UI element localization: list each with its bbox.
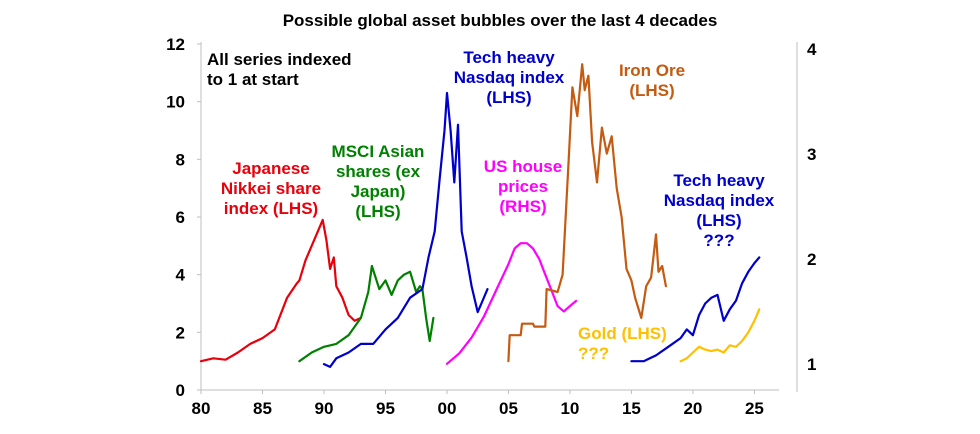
left-tick-label: 4	[176, 266, 186, 285]
series-line-4	[445, 242, 578, 365]
series-line-1	[199, 218, 362, 363]
annotation-line: (LHS)	[355, 202, 400, 221]
series-line-5	[507, 63, 668, 363]
annotation-line: (RHS)	[499, 197, 546, 216]
x-tick-label: 90	[315, 399, 334, 418]
series-line-3	[322, 91, 489, 368]
x-tick-label: 95	[376, 399, 395, 418]
left-tick-label: 12	[166, 35, 185, 54]
x-tick-label: 85	[253, 399, 272, 418]
annotation-line: Gold (LHS)	[578, 324, 667, 343]
annotation-line: Nasdaq index	[454, 68, 565, 87]
annotation-line: Nikkei share	[221, 179, 321, 198]
annotation-7: Tech heavy Nasdaq index (LHS)???	[664, 171, 775, 250]
left-tick-label: 2	[176, 323, 185, 342]
x-tick-label: 00	[437, 399, 456, 418]
annotation-8: Gold (LHS)???	[578, 324, 667, 363]
left-tick-label: 0	[176, 381, 185, 400]
right-tick-label: 3	[807, 145, 816, 164]
annotation-line: MSCI Asian	[332, 142, 425, 161]
left-tick-label: 6	[176, 208, 185, 227]
annotation-line: (LHS)	[486, 88, 531, 107]
annotation-3: MSCI Asian shares (ex Japan) (LHS)	[332, 142, 425, 221]
x-tick-label: 80	[192, 399, 211, 418]
annotation-line: ???	[578, 344, 609, 363]
annotation-6: Iron Ore (LHS)	[619, 61, 685, 100]
right-tick-label: 4	[807, 40, 817, 59]
x-tick-label: 20	[683, 399, 702, 418]
annotation-line: All series indexed	[207, 50, 352, 69]
annotation-line: (LHS)	[629, 81, 674, 100]
annotation-line: ???	[703, 231, 734, 250]
annotation-line: Nasdaq index	[664, 191, 775, 210]
annotation-line: to 1 at start	[207, 70, 299, 89]
annotation-line: index (LHS)	[224, 199, 318, 218]
annotation-4: Tech heavy Nasdaq index (LHS)	[454, 48, 565, 107]
annotation-line: US house	[484, 157, 562, 176]
annotation-line: (LHS)	[696, 211, 741, 230]
annotation-line: prices	[498, 177, 548, 196]
annotation-line: Japan)	[351, 182, 406, 201]
x-tick-label: 15	[622, 399, 641, 418]
annotation-line: Tech heavy	[673, 171, 765, 190]
series-line-6	[630, 256, 761, 363]
right-tick-label: 1	[807, 355, 816, 374]
annotation-line: shares (ex	[336, 162, 421, 181]
x-tick-label: 25	[745, 399, 764, 418]
annotation-2: Japanese Nikkei share index (LHS)	[221, 159, 321, 218]
chart-title: Possible global asset bubbles over the l…	[283, 11, 718, 30]
annotation-line: Japanese	[232, 159, 310, 178]
series-line-2	[298, 264, 435, 363]
series-group	[199, 63, 761, 368]
x-tick-label: 05	[499, 399, 518, 418]
series-line-7	[679, 308, 761, 363]
annotation-line: Tech heavy	[463, 48, 555, 67]
annotation-line: Iron Ore	[619, 61, 685, 80]
left-tick-label: 8	[176, 150, 185, 169]
left-tick-label: 10	[166, 93, 185, 112]
annotation-5: US house prices (RHS)	[484, 157, 562, 216]
right-tick-label: 2	[807, 250, 816, 269]
annotation-1: All series indexed to 1 at start	[207, 50, 352, 89]
x-tick-label: 10	[560, 399, 579, 418]
